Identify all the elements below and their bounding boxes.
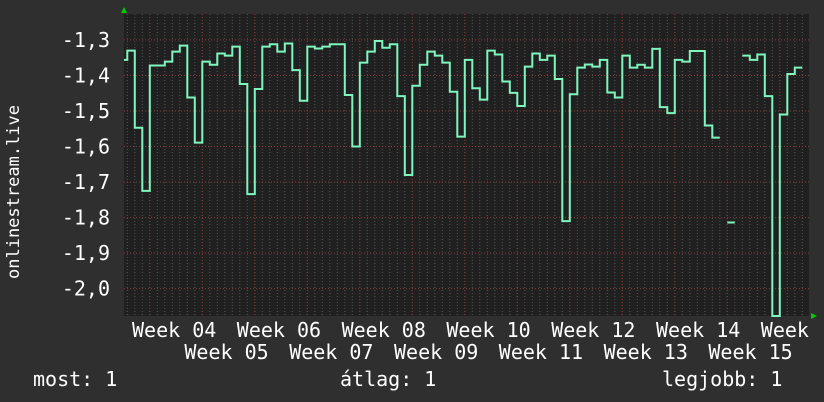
x-tick-label: Week 08 xyxy=(342,318,426,342)
x-tick-label: Week 11 xyxy=(499,340,583,364)
x-axis-arrow-icon xyxy=(811,313,817,319)
legend-current: most: 1 xyxy=(33,367,118,391)
y-tick-label: -1,6 xyxy=(62,135,110,159)
x-tick-label: Week 06 xyxy=(237,318,321,342)
y-tick-label: -1,7 xyxy=(62,170,110,194)
data-series-line xyxy=(124,40,803,317)
plot-area xyxy=(124,14,809,316)
y-tick-label: -1,4 xyxy=(62,63,110,87)
y-tick-label: -1,9 xyxy=(62,241,110,265)
y-tick-label: -1,3 xyxy=(62,28,110,52)
x-tick-label: Week 05 xyxy=(184,340,268,364)
y-axis-arrow-icon xyxy=(121,7,127,13)
x-tick-label: Week 09 xyxy=(394,340,478,364)
x-tick-label: Week 07 xyxy=(289,340,373,364)
legend-max: legjobb: 1 xyxy=(662,367,783,391)
y-axis-label: onlinestream.live xyxy=(4,105,24,279)
y-tick-label: -1,8 xyxy=(62,206,110,230)
legend-average: átlag: 1 xyxy=(340,367,437,391)
y-tick-label: -2,0 xyxy=(62,277,110,301)
x-tick-label: Week 10 xyxy=(446,318,530,342)
x-tick-label: Week 15 xyxy=(708,340,792,364)
x-tick-label: Week 14 xyxy=(656,318,740,342)
x-tick-label: Week 12 xyxy=(551,318,635,342)
y-tick-label: -1,5 xyxy=(62,99,110,123)
x-tick-label: Week xyxy=(761,318,809,342)
x-tick-label: Week 13 xyxy=(604,340,688,364)
x-tick-label: Week 04 xyxy=(132,318,216,342)
